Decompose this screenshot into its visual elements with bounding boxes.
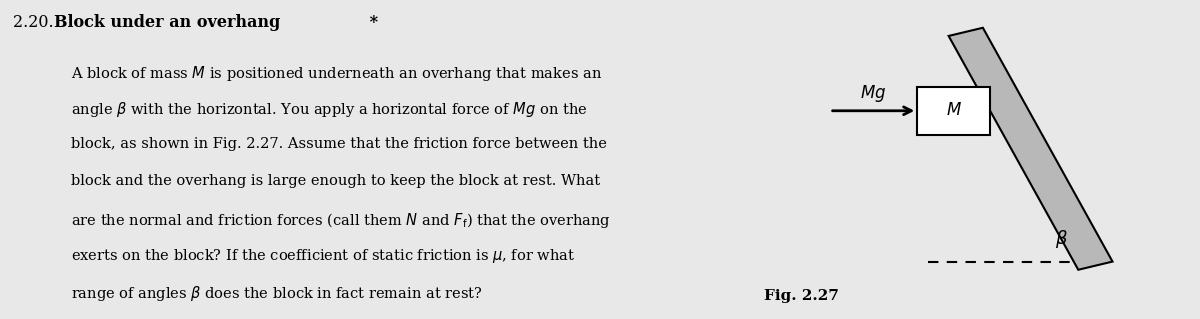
- Text: $M$: $M$: [946, 102, 961, 119]
- Text: exerts on the block? If the coefficient of static friction is $\mu$, for what: exerts on the block? If the coefficient …: [72, 247, 576, 265]
- Text: A block of mass $M$ is positioned underneath an overhang that makes an: A block of mass $M$ is positioned undern…: [72, 64, 602, 83]
- Text: block and the overhang is large enough to keep the block at rest. What: block and the overhang is large enough t…: [72, 174, 600, 188]
- Text: range of angles $\beta$ does the block in fact remain at rest?: range of angles $\beta$ does the block i…: [72, 284, 484, 303]
- Text: $\beta$: $\beta$: [1055, 228, 1068, 250]
- Text: $Mg$: $Mg$: [860, 83, 887, 104]
- Bar: [917, 87, 990, 135]
- Text: block, as shown in Fig. 2.27. Assume that the friction force between the: block, as shown in Fig. 2.27. Assume tha…: [72, 137, 607, 151]
- Text: are the normal and friction forces (call them $N$ and $F_\mathrm{f}$) that the o: are the normal and friction forces (call…: [72, 211, 611, 230]
- Text: 2.20.: 2.20.: [13, 14, 59, 31]
- Text: *: *: [364, 14, 378, 31]
- Polygon shape: [949, 28, 1112, 270]
- Text: Fig. 2.27: Fig. 2.27: [764, 289, 839, 303]
- Text: angle $\beta$ with the horizontal. You apply a horizontal force of $Mg$ on the: angle $\beta$ with the horizontal. You a…: [72, 100, 588, 120]
- Text: Block under an overhang: Block under an overhang: [54, 14, 280, 31]
